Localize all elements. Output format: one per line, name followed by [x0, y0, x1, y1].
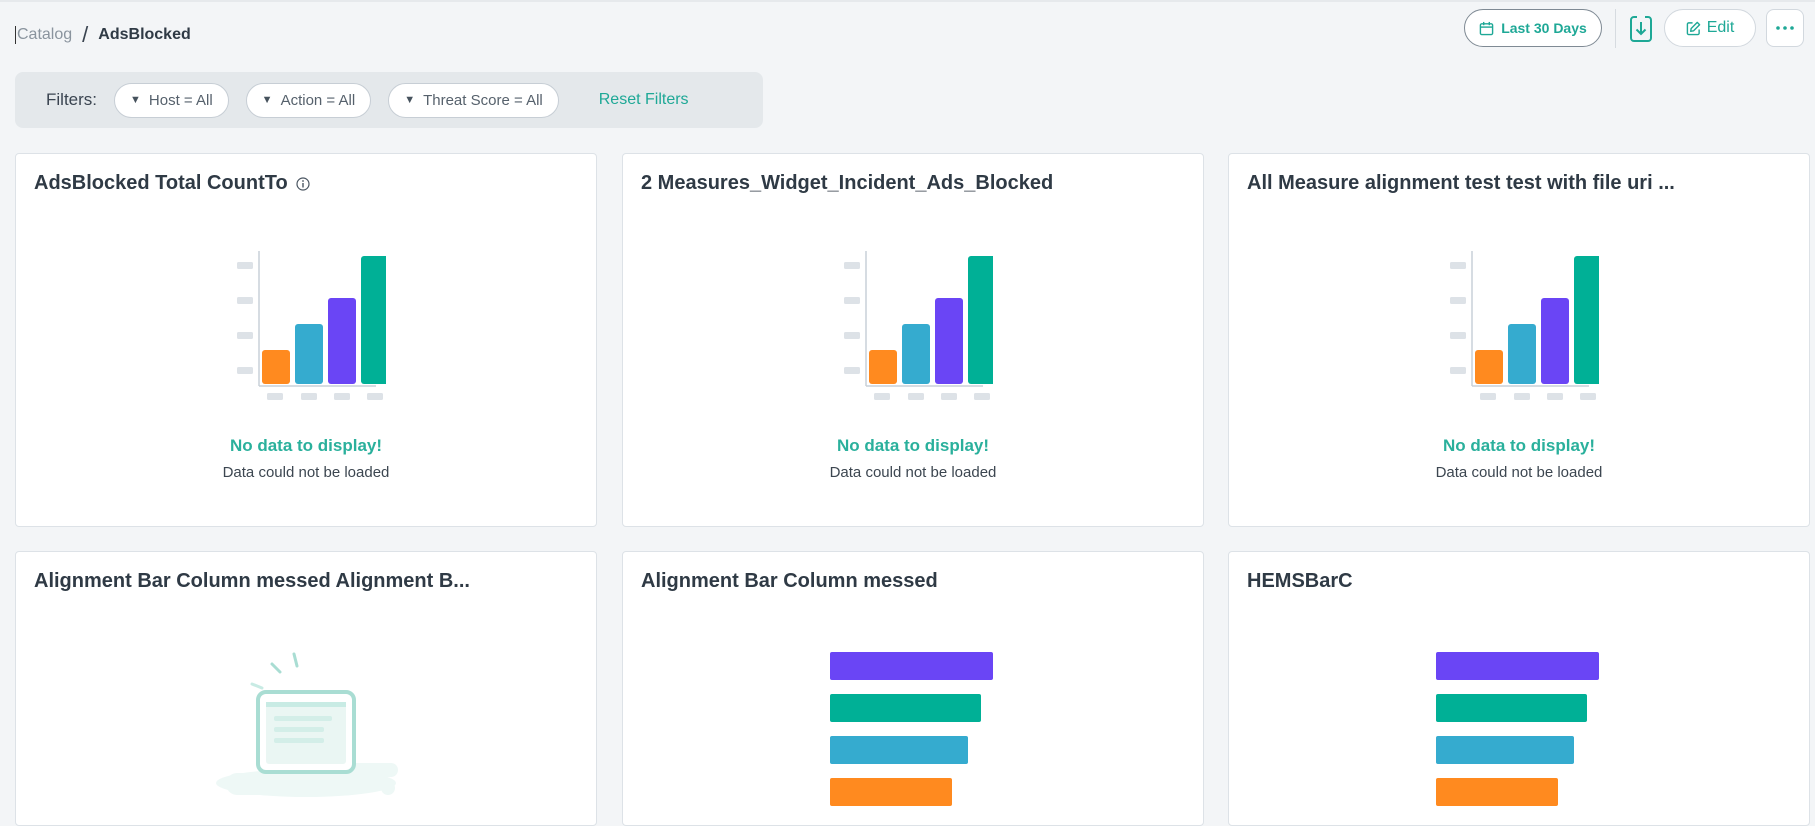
no-data-title: No data to display! [1442, 436, 1596, 455]
filter-action-label: Action = All [280, 91, 356, 109]
no-data-message: Data could not be loaded [222, 464, 390, 481]
more-dots-icon [1776, 26, 1794, 30]
empty-screen-illustration [16, 648, 596, 818]
top-border [0, 0, 1815, 2]
breadcrumb-catalog-link[interactable]: Catalog [17, 26, 73, 43]
widget-card[interactable]: HEMSBarC [1228, 551, 1810, 826]
filters-label: Filters: [46, 90, 97, 109]
widget-card[interactable]: Alignment Bar Column messed Alignment B.… [15, 551, 597, 826]
widget-title-row: HEMSBarC [1247, 570, 1353, 593]
widget-title-row: Alignment Bar Column messed [641, 570, 938, 593]
edit-icon [1686, 21, 1700, 35]
widget-title-row: AdsBlocked Total CountTo [34, 172, 310, 195]
breadcrumb: Catalog / AdsBlocked [15, 24, 191, 46]
column-chart-illustration [623, 246, 1203, 406]
filter-funnel-icon: ▼ [261, 94, 273, 106]
text-cursor [15, 26, 16, 44]
edit-label: Edit [1706, 19, 1735, 36]
column-chart-illustration [16, 246, 596, 406]
date-range-button[interactable]: Last 30 Days [1464, 9, 1602, 47]
download-icon [1630, 16, 1652, 42]
bar-chart-illustration [623, 650, 1203, 820]
filter-action[interactable]: ▼ Action = All [245, 82, 372, 118]
more-options-button[interactable] [1766, 9, 1804, 47]
no-data-message: Data could not be loaded [1435, 464, 1603, 481]
widget-title: HEMSBarC [1247, 570, 1353, 592]
edit-button[interactable]: Edit [1664, 9, 1756, 47]
widget-card[interactable]: 2 Measures_Widget_Incident_Ads_Blocked N… [622, 153, 1204, 527]
widget-card[interactable]: Alignment Bar Column messed [622, 551, 1204, 826]
filter-funnel-icon: ▼ [130, 94, 141, 106]
filter-host[interactable]: ▼ Host = All [114, 82, 229, 118]
filter-threat-score[interactable]: ▼ Threat Score = All [388, 82, 559, 118]
widget-title: Alignment Bar Column messed [641, 570, 938, 592]
bar-chart-illustration [1229, 650, 1809, 820]
no-data-title: No data to display! [836, 436, 990, 455]
column-chart-illustration [1229, 246, 1809, 406]
widget-card[interactable]: AdsBlocked Total CountTo No data to disp… [15, 153, 597, 527]
no-data-message: Data could not be loaded [829, 464, 997, 481]
filters-bar: Filters: ▼ Host = All ▼ Action = All ▼ T… [15, 72, 763, 128]
widget-title: All Measure alignment test test with fil… [1247, 172, 1675, 194]
widget-title: AdsBlocked Total CountTo [34, 172, 288, 194]
filter-funnel-icon: ▼ [404, 94, 416, 106]
no-data-title: No data to display! [229, 436, 383, 455]
widget-title-row: All Measure alignment test test with fil… [1247, 172, 1675, 195]
reset-filters-link[interactable]: Reset Filters [598, 91, 689, 108]
calendar-icon [1479, 21, 1494, 35]
download-button[interactable] [1629, 13, 1653, 45]
filter-threat-score-label: Threat Score = All [423, 91, 543, 109]
info-icon[interactable] [296, 176, 310, 191]
filter-host-label: Host = All [148, 91, 213, 109]
widget-title-row: 2 Measures_Widget_Incident_Ads_Blocked [641, 172, 1053, 195]
breadcrumb-current: AdsBlocked [98, 26, 191, 43]
date-range-label: Last 30 Days [1501, 20, 1587, 36]
widget-card[interactable]: All Measure alignment test test with fil… [1228, 153, 1810, 527]
widget-title: Alignment Bar Column messed Alignment B.… [34, 570, 470, 592]
header-divider [1615, 9, 1616, 48]
breadcrumb-separator: / [82, 22, 89, 47]
widget-title-row: Alignment Bar Column messed Alignment B.… [34, 570, 470, 593]
widget-title: 2 Measures_Widget_Incident_Ads_Blocked [641, 172, 1054, 194]
